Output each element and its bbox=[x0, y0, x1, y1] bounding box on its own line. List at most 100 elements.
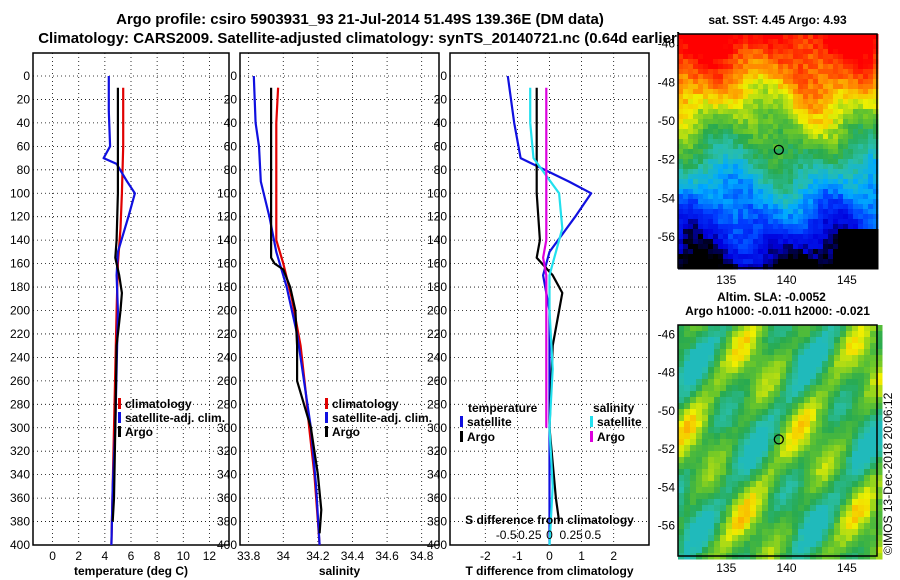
heatmap-cell bbox=[713, 139, 719, 145]
heatmap-cell bbox=[846, 529, 853, 536]
heatmap-cell bbox=[768, 487, 775, 494]
heatmap-cell bbox=[688, 219, 694, 225]
heatmap-cell bbox=[818, 59, 824, 65]
heatmap-cell bbox=[858, 189, 864, 195]
heatmap-cell bbox=[813, 239, 819, 245]
heatmap-cell bbox=[690, 529, 697, 536]
heatmap-cell bbox=[803, 169, 809, 175]
heatmap-cell bbox=[858, 499, 865, 506]
heatmap-cell bbox=[808, 109, 814, 115]
heatmap-cell bbox=[803, 224, 809, 230]
heatmap-cell bbox=[753, 119, 759, 125]
heatmap-cell bbox=[768, 139, 774, 145]
heatmap-cell bbox=[818, 199, 824, 205]
heatmap-cell bbox=[803, 84, 809, 90]
heatmap-cell bbox=[803, 229, 809, 235]
heatmap-cell bbox=[843, 49, 849, 55]
heatmap-cell bbox=[763, 194, 769, 200]
heatmap-cell bbox=[853, 94, 859, 100]
heatmap-cell bbox=[693, 154, 699, 160]
heatmap-cell bbox=[788, 224, 794, 230]
heatmap-cell bbox=[843, 164, 849, 170]
heatmap-cell bbox=[750, 409, 757, 416]
heatmap-cell bbox=[864, 409, 871, 416]
heatmap-cell bbox=[793, 259, 799, 265]
heatmap-cell bbox=[864, 451, 871, 458]
heatmap-cell bbox=[738, 517, 745, 524]
heatmap-cell bbox=[816, 469, 823, 476]
heatmap-cell bbox=[834, 547, 841, 554]
heatmap-cell bbox=[750, 397, 757, 404]
heatmap-cell bbox=[723, 49, 729, 55]
heatmap-cell bbox=[684, 325, 691, 332]
heatmap-cell bbox=[778, 59, 784, 65]
y-tick-label: 380 bbox=[10, 515, 30, 529]
heatmap-cell bbox=[792, 373, 799, 380]
heatmap-cell bbox=[858, 239, 864, 245]
heatmap-cell bbox=[828, 331, 835, 338]
heatmap-cell bbox=[823, 94, 829, 100]
heatmap-cell bbox=[718, 79, 724, 85]
heatmap-cell bbox=[813, 39, 819, 45]
heatmap-cell bbox=[788, 149, 794, 155]
heatmap-cell bbox=[793, 254, 799, 260]
heatmap-cell bbox=[778, 219, 784, 225]
heatmap-cell bbox=[833, 129, 839, 135]
heatmap-cell bbox=[816, 421, 823, 428]
heatmap-cell bbox=[693, 129, 699, 135]
heatmap-cell bbox=[683, 84, 689, 90]
heatmap-cell bbox=[798, 64, 804, 70]
heatmap-cell bbox=[846, 433, 853, 440]
heatmap-cell bbox=[808, 99, 814, 105]
heatmap-cell bbox=[768, 475, 775, 482]
heatmap-cell bbox=[762, 385, 769, 392]
heatmap-cell bbox=[853, 189, 859, 195]
heatmap-cell bbox=[756, 337, 763, 344]
heatmap-cell bbox=[768, 89, 774, 95]
heatmap-cell bbox=[868, 159, 874, 165]
heatmap-cell bbox=[778, 184, 784, 190]
heatmap-cell bbox=[774, 373, 781, 380]
heatmap-cell bbox=[798, 224, 804, 230]
heatmap-cell bbox=[693, 114, 699, 120]
heatmap-cell bbox=[688, 184, 694, 190]
heatmap-cell bbox=[690, 487, 697, 494]
heatmap-cell bbox=[813, 194, 819, 200]
heatmap-cell bbox=[720, 475, 727, 482]
heatmap-cell bbox=[684, 511, 691, 518]
heatmap-cell bbox=[810, 487, 817, 494]
heatmap-cell bbox=[853, 54, 859, 60]
heatmap-cell bbox=[813, 149, 819, 155]
heatmap-cell bbox=[848, 149, 854, 155]
heatmap-cell bbox=[833, 59, 839, 65]
heatmap-cell bbox=[708, 349, 715, 356]
heatmap-cell bbox=[804, 523, 811, 530]
heatmap-cell bbox=[732, 331, 739, 338]
heatmap-cell bbox=[792, 469, 799, 476]
heatmap-cell bbox=[808, 229, 814, 235]
heatmap-cell bbox=[808, 194, 814, 200]
heatmap-cell bbox=[774, 541, 781, 548]
heatmap-cell bbox=[748, 39, 754, 45]
heatmap-cell bbox=[808, 259, 814, 265]
heatmap-cell bbox=[768, 511, 775, 518]
heatmap-cell bbox=[818, 179, 824, 185]
heatmap-cell bbox=[840, 379, 847, 386]
heatmap-cell bbox=[773, 139, 779, 145]
heatmap-cell bbox=[840, 439, 847, 446]
heatmap-cell bbox=[708, 139, 714, 145]
heatmap-cell bbox=[763, 164, 769, 170]
heatmap-cell bbox=[816, 343, 823, 350]
heatmap-cell bbox=[848, 114, 854, 120]
heatmap-cell bbox=[768, 259, 774, 265]
heatmap-cell bbox=[853, 139, 859, 145]
heatmap-cell bbox=[783, 234, 789, 240]
heatmap-cell bbox=[853, 234, 859, 240]
heatmap-cell bbox=[726, 331, 733, 338]
heatmap-cell bbox=[693, 119, 699, 125]
heatmap-cell bbox=[738, 154, 744, 160]
heatmap-cell bbox=[768, 49, 774, 55]
heatmap-cell bbox=[846, 547, 853, 554]
heatmap-cell bbox=[843, 74, 849, 80]
heatmap-cell bbox=[714, 487, 721, 494]
